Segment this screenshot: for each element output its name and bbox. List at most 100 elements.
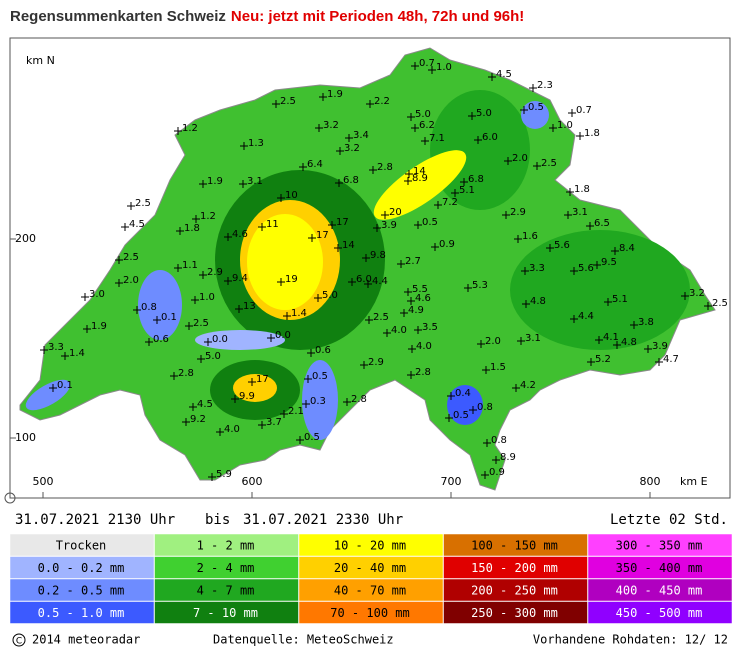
station-value: 17 bbox=[316, 230, 329, 241]
map: 0.7 1.04.52.31.92.5 2.20.5 0.75.0 5.01.2 3.2 6… bbox=[19, 47, 728, 491]
station-marker bbox=[381, 211, 389, 219]
station-value: 9.2 bbox=[190, 414, 206, 425]
station-value: 2.9 bbox=[207, 267, 223, 278]
station-value: 2.5 bbox=[712, 298, 728, 309]
station-value: 6.8 bbox=[343, 175, 359, 186]
station-marker bbox=[170, 372, 178, 380]
station-marker bbox=[191, 296, 199, 304]
station-value: 2.7 bbox=[405, 256, 421, 267]
legend-label: 7 - 10 mm bbox=[193, 606, 258, 620]
station-marker bbox=[307, 349, 315, 357]
station-value: 5.9 bbox=[216, 469, 232, 480]
station-value: 8.9 bbox=[500, 452, 516, 463]
station-value: 0.5 bbox=[312, 371, 328, 382]
station-value: 11 bbox=[266, 219, 279, 230]
legend-swatch bbox=[443, 556, 588, 579]
legend-label: 1 - 2 mm bbox=[197, 539, 255, 553]
legend-swatch bbox=[9, 533, 155, 557]
station-marker bbox=[81, 293, 89, 301]
legend-swatch bbox=[443, 533, 588, 557]
x-tick-label: 600 bbox=[242, 475, 263, 488]
station-marker bbox=[185, 322, 193, 330]
station-value: 1.8 bbox=[184, 223, 200, 234]
station-marker bbox=[319, 93, 327, 101]
station-marker bbox=[277, 194, 285, 202]
station-marker bbox=[283, 312, 291, 320]
station-marker bbox=[468, 112, 476, 120]
station-marker bbox=[434, 201, 442, 209]
station-marker bbox=[365, 316, 373, 324]
station-value: 1.9 bbox=[91, 321, 107, 332]
station-marker bbox=[512, 384, 520, 392]
period-sep: bis bbox=[205, 512, 230, 528]
station-value: 0.0 bbox=[212, 334, 228, 345]
station-marker bbox=[397, 260, 405, 268]
station-value: 0.8 bbox=[477, 402, 493, 413]
station-marker bbox=[400, 309, 408, 317]
station-value: 1.0 bbox=[436, 62, 452, 73]
dry-area bbox=[195, 330, 285, 350]
station-value: 2.0 bbox=[485, 336, 501, 347]
station-value: 0.5 bbox=[528, 102, 544, 113]
station-value: 4.0 bbox=[416, 341, 432, 352]
station-marker bbox=[189, 403, 197, 411]
station-marker bbox=[517, 337, 525, 345]
station-value: 4.5 bbox=[197, 399, 213, 410]
station-value: 2.5 bbox=[123, 252, 139, 263]
station-value: 0.9 bbox=[439, 239, 455, 250]
station-marker bbox=[235, 305, 243, 313]
rain-area bbox=[233, 374, 277, 402]
station-value: 1.6 bbox=[522, 231, 538, 242]
station-marker bbox=[314, 294, 322, 302]
station-value: 0.6 bbox=[153, 334, 169, 345]
station-value: 5.3 bbox=[472, 280, 488, 291]
east-label: km E bbox=[680, 475, 708, 488]
station-marker bbox=[408, 345, 416, 353]
station-value: 6.2 bbox=[419, 120, 435, 131]
legend-label: Trocken bbox=[56, 539, 107, 553]
station-value: 3.4 bbox=[353, 130, 369, 141]
station-value: 1.2 bbox=[200, 211, 216, 222]
station-marker bbox=[267, 334, 275, 342]
station-marker bbox=[240, 142, 248, 150]
station-value: 0.6 bbox=[315, 345, 331, 356]
station-marker bbox=[83, 325, 91, 333]
station-marker bbox=[115, 256, 123, 264]
station-value: 3.5 bbox=[422, 322, 438, 333]
station-value: 1.0 bbox=[199, 292, 215, 303]
legend-label: 40 - 70 mm bbox=[334, 584, 406, 598]
station-marker bbox=[373, 224, 381, 232]
station-marker bbox=[308, 234, 316, 242]
station-value: 9.4 bbox=[232, 273, 248, 284]
source: Datenquelle: MeteoSchweiz bbox=[213, 633, 394, 647]
raw-data: Vorhandene Rohdaten: 12/ 12 bbox=[533, 633, 728, 647]
station-marker bbox=[204, 338, 212, 346]
dry-area bbox=[138, 270, 182, 340]
legend-swatch bbox=[9, 556, 155, 579]
legend-swatch bbox=[443, 601, 588, 624]
station-value: 5.0 bbox=[476, 108, 492, 119]
station-value: 0.5 bbox=[304, 432, 320, 443]
station-value: 3.3 bbox=[48, 342, 64, 353]
station-marker bbox=[127, 202, 135, 210]
station-value: 9.9 bbox=[239, 391, 255, 402]
station-marker bbox=[414, 221, 422, 229]
station-value: 2.0 bbox=[512, 153, 528, 164]
station-marker bbox=[197, 355, 205, 363]
legend-swatch bbox=[298, 601, 444, 624]
station-value: 6.8 bbox=[468, 174, 484, 185]
station-marker bbox=[383, 329, 391, 337]
station-value: 3.8 bbox=[638, 317, 654, 328]
station-marker bbox=[474, 136, 482, 144]
legend-label: 70 - 100 mm bbox=[330, 606, 409, 620]
station-marker bbox=[304, 375, 312, 383]
x-tick-label: 500 bbox=[33, 475, 54, 488]
station-value: 7.2 bbox=[442, 197, 458, 208]
station-value: 14 bbox=[413, 166, 426, 177]
station-value: 17 bbox=[256, 374, 269, 385]
station-marker bbox=[630, 321, 638, 329]
station-marker bbox=[258, 223, 266, 231]
station-marker bbox=[411, 124, 419, 132]
station-marker bbox=[174, 264, 182, 272]
